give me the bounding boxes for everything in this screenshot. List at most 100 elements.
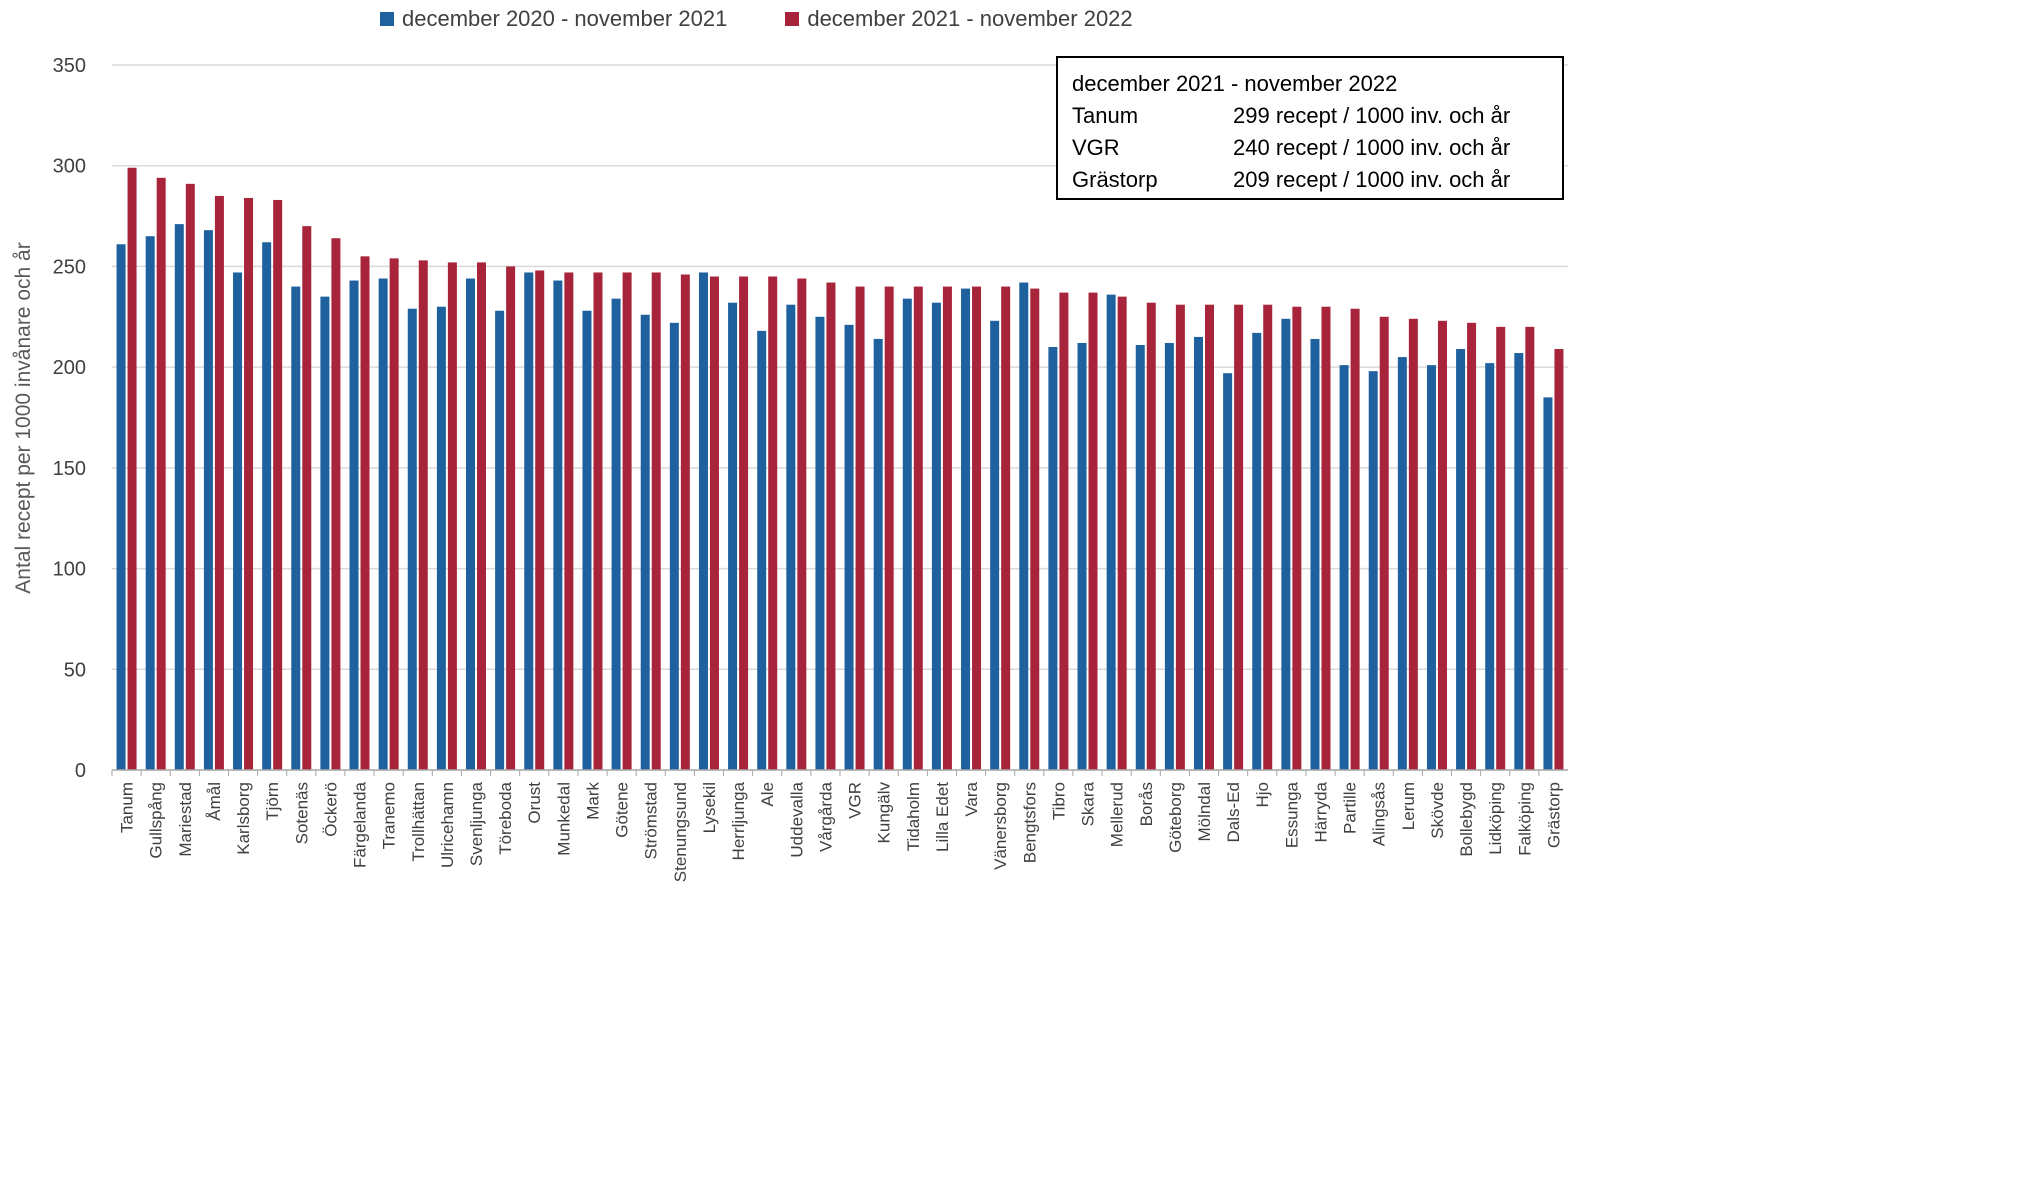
bar-series2[interactable] <box>447 262 457 770</box>
bar-series1[interactable] <box>902 298 912 770</box>
bar-series2[interactable] <box>942 286 952 770</box>
bar-series2[interactable] <box>1001 286 1011 770</box>
bar-series2[interactable] <box>855 286 865 770</box>
bar-series1[interactable] <box>611 298 621 770</box>
bar-series2[interactable] <box>506 266 516 770</box>
bar-series2[interactable] <box>418 260 428 770</box>
legend-item-series1[interactable]: december 2020 - november 2021 <box>380 6 727 32</box>
bar-series1[interactable] <box>698 272 708 770</box>
bar-series1[interactable] <box>815 316 825 770</box>
bar-series1[interactable] <box>1456 349 1466 770</box>
bar-series1[interactable] <box>553 280 563 770</box>
bar-series1[interactable] <box>174 224 184 771</box>
bar-series1[interactable] <box>669 322 679 770</box>
bar-series1[interactable] <box>495 310 505 770</box>
bar-series1[interactable] <box>873 338 883 770</box>
bar-series2[interactable] <box>622 272 632 770</box>
bar-series2[interactable] <box>1263 304 1273 770</box>
bar-series1[interactable] <box>1426 365 1436 770</box>
bar-series2[interactable] <box>797 278 807 770</box>
bar-series1[interactable] <box>1077 342 1087 770</box>
bar-series2[interactable] <box>535 270 545 770</box>
bar-series1[interactable] <box>844 324 854 770</box>
bar-series1[interactable] <box>1223 373 1233 770</box>
bar-series1[interactable] <box>233 272 243 770</box>
bar-series1[interactable] <box>262 242 272 770</box>
bar-series2[interactable] <box>127 167 137 770</box>
bar-series2[interactable] <box>1030 288 1040 770</box>
bar-series1[interactable] <box>1281 318 1291 770</box>
bar-series2[interactable] <box>1088 292 1098 770</box>
bar-series2[interactable] <box>884 286 894 770</box>
bar-series2[interactable] <box>1437 320 1447 770</box>
bar-series1[interactable] <box>582 310 592 770</box>
bar-series2[interactable] <box>1554 349 1564 770</box>
bar-series2[interactable] <box>680 274 690 770</box>
bar-series1[interactable] <box>640 314 650 770</box>
bar-series2[interactable] <box>826 282 836 770</box>
bar-series1[interactable] <box>116 244 126 770</box>
bar-series2[interactable] <box>1234 304 1244 770</box>
bar-series2[interactable] <box>389 258 399 770</box>
bar-series1[interactable] <box>931 302 941 770</box>
bar-series2[interactable] <box>709 276 719 771</box>
bar-series2[interactable] <box>302 226 312 771</box>
bar-series1[interactable] <box>291 286 301 770</box>
bar-series2[interactable] <box>360 256 370 770</box>
bar-series2[interactable] <box>1321 306 1331 770</box>
bar-series1[interactable] <box>203 230 213 770</box>
bar-series1[interactable] <box>728 302 738 770</box>
bar-series1[interactable] <box>1485 363 1495 770</box>
bar-series2[interactable] <box>768 276 778 771</box>
bar-series2[interactable] <box>1146 302 1156 770</box>
bar-series2[interactable] <box>972 286 982 770</box>
bar-series2[interactable] <box>1467 322 1477 770</box>
bar-series1[interactable] <box>466 278 475 770</box>
bar-series1[interactable] <box>1048 347 1058 770</box>
bar-series2[interactable] <box>1117 296 1127 770</box>
bar-series1[interactable] <box>407 308 417 770</box>
bar-series2[interactable] <box>1175 304 1185 770</box>
bar-series2[interactable] <box>156 177 166 771</box>
bar-series2[interactable] <box>477 262 486 770</box>
bar-series2[interactable] <box>1525 326 1535 770</box>
bar-series2[interactable] <box>244 197 254 770</box>
bar-series1[interactable] <box>1164 342 1174 770</box>
bar-series2[interactable] <box>1292 306 1302 770</box>
bar-series1[interactable] <box>1543 397 1553 770</box>
bar-series1[interactable] <box>1135 344 1145 770</box>
bar-series2[interactable] <box>1205 304 1214 770</box>
bar-series2[interactable] <box>593 272 603 770</box>
bar-series2[interactable] <box>1350 308 1360 770</box>
bar-series1[interactable] <box>1514 353 1524 770</box>
bar-series1[interactable] <box>1368 371 1378 770</box>
bar-series1[interactable] <box>1252 332 1262 770</box>
bar-series1[interactable] <box>1194 336 1203 770</box>
bar-series1[interactable] <box>145 236 155 770</box>
bar-series1[interactable] <box>349 280 359 770</box>
legend-item-series2[interactable]: december 2021 - november 2022 <box>785 6 1133 32</box>
bar-series1[interactable] <box>1106 294 1116 770</box>
bar-series1[interactable] <box>378 278 388 770</box>
bar-series2[interactable] <box>739 276 749 771</box>
bar-series2[interactable] <box>214 195 224 770</box>
bar-series1[interactable] <box>990 320 1000 770</box>
bar-series1[interactable] <box>1339 365 1349 770</box>
bar-series2[interactable] <box>1408 318 1418 770</box>
bar-series2[interactable] <box>913 286 923 770</box>
bar-series1[interactable] <box>1310 338 1320 770</box>
bar-series1[interactable] <box>1019 282 1029 770</box>
bar-series1[interactable] <box>1397 357 1407 770</box>
bar-series2[interactable] <box>1379 316 1389 770</box>
bar-series2[interactable] <box>273 199 283 770</box>
bar-series1[interactable] <box>436 306 446 770</box>
bar-series2[interactable] <box>564 272 574 770</box>
bar-series1[interactable] <box>320 296 330 770</box>
bar-series1[interactable] <box>961 288 971 770</box>
bar-series2[interactable] <box>1496 326 1506 770</box>
bar-series1[interactable] <box>786 304 796 770</box>
bar-series1[interactable] <box>757 330 767 770</box>
bar-series2[interactable] <box>185 183 195 771</box>
bar-series2[interactable] <box>651 272 661 770</box>
bar-series2[interactable] <box>331 238 341 770</box>
